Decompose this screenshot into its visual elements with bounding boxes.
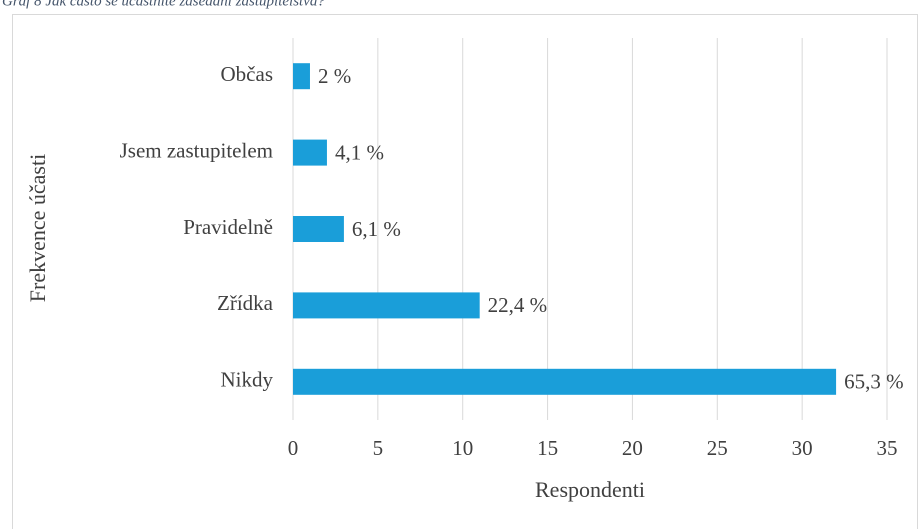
x-axis-title: Respondenti <box>535 477 645 502</box>
chart-border <box>12 14 918 529</box>
bar <box>293 63 310 90</box>
x-tick-label: 25 <box>707 436 728 460</box>
x-tick-label: 15 <box>537 436 558 460</box>
y-tick-label: Nikdy <box>221 368 274 392</box>
x-tick-label: 30 <box>792 436 813 460</box>
y-tick-label: Pravidelně <box>183 215 273 239</box>
x-tick-label: 5 <box>373 436 384 460</box>
x-tick-label: 20 <box>622 436 643 460</box>
x-tick-label: 35 <box>877 436 898 460</box>
x-tick-label: 10 <box>452 436 473 460</box>
bar <box>293 139 327 166</box>
data-label: 4,1 % <box>335 140 384 164</box>
bar <box>293 216 344 242</box>
bar <box>293 292 480 319</box>
data-label: 6,1 % <box>352 217 401 241</box>
chart-title: Graf 8 Jak často se účastníte zasedání z… <box>2 0 325 9</box>
x-tick-label: 0 <box>288 436 299 460</box>
y-tick-label: Jsem zastupitelem <box>120 138 273 162</box>
data-label: 2 % <box>318 64 351 88</box>
y-tick-label: Zřídka <box>217 291 274 315</box>
y-tick-label: Občas <box>221 62 273 86</box>
data-label: 22,4 % <box>488 293 547 317</box>
y-axis-title: Frekvence účasti <box>25 154 50 302</box>
data-label: 65,3 % <box>844 370 904 394</box>
bar <box>293 368 837 395</box>
